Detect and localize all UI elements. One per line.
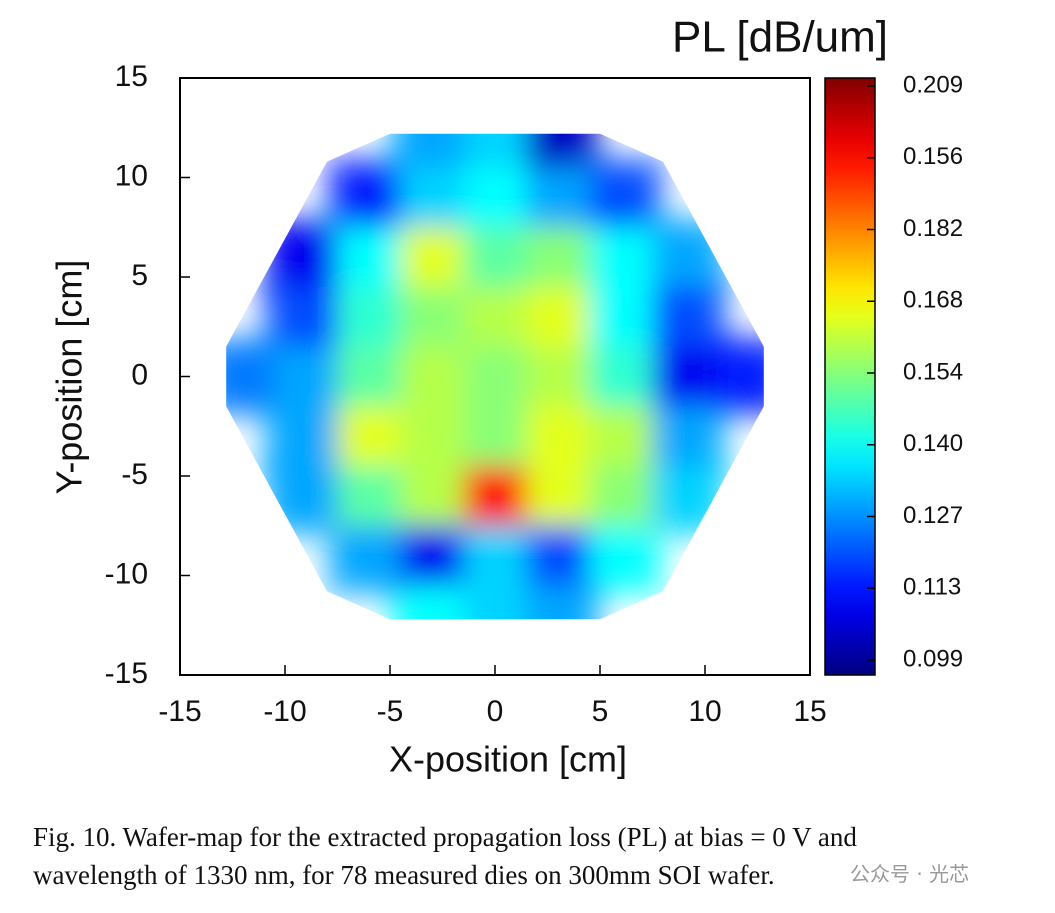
heat-cell (526, 466, 590, 526)
heat-cell (274, 286, 338, 347)
heat-cell (337, 525, 401, 586)
y-axis-label: Y-position [cm] (49, 260, 90, 495)
watermark: 公众号 · 光芯 (850, 862, 970, 886)
heat-cell (337, 227, 401, 287)
y-tick-label: 5 (131, 259, 148, 292)
heat-cell (337, 406, 401, 467)
x-tick-label: 5 (592, 695, 609, 728)
x-tick-label: 10 (688, 695, 721, 728)
heat-cell (400, 525, 464, 586)
caption-line: wavelength of 1330 nm, for 78 measured d… (33, 860, 775, 890)
heat-cell (526, 525, 590, 586)
colorbar-title: PL [dB/um] (672, 13, 888, 62)
heat-cell (400, 406, 464, 467)
heat-cell (400, 167, 464, 228)
heat-cell (463, 286, 527, 347)
heat-cell (652, 406, 716, 467)
x-tick-label: 0 (487, 695, 504, 728)
heat-cell (400, 133, 464, 168)
heat-cell (589, 346, 653, 407)
colorbar-tick-label: 0.099 (903, 645, 963, 672)
heat-cell (589, 167, 653, 228)
y-tick-label: 0 (131, 358, 148, 391)
heat-cell (463, 585, 527, 620)
heat-cell (226, 346, 275, 407)
heat-cell (526, 585, 590, 620)
heat-cell (589, 466, 653, 526)
x-tick-label: -15 (158, 695, 201, 728)
heat-cell (400, 227, 464, 287)
heat-cell (652, 286, 716, 347)
x-tick-label: 15 (793, 695, 826, 728)
heat-cell (400, 585, 464, 620)
heat-cell (652, 227, 716, 287)
colorbar (824, 77, 876, 676)
colorbar-tick-label: 0.113 (903, 574, 961, 601)
x-axis-label: X-position [cm] (389, 739, 627, 780)
colorbar-tick-label: 0.140 (903, 430, 963, 457)
heat-cell (715, 346, 764, 407)
heat-cell (337, 346, 401, 407)
heat-cell (526, 133, 590, 168)
y-tick-label: 10 (115, 159, 148, 192)
heat-cell (652, 346, 716, 407)
heat-cell (463, 525, 527, 586)
caption-line: Fig. 10. Wafer-map for the extracted pro… (33, 822, 857, 852)
y-tick-label: -5 (121, 458, 148, 491)
heat-cell (526, 346, 590, 407)
heat-cell (589, 286, 653, 347)
colorbar-tick-label: 0.182 (903, 215, 963, 242)
colorbar-tick-label: 0.127 (903, 502, 963, 529)
heat-cell (589, 406, 653, 467)
heat-cell (337, 286, 401, 347)
heat-cell (463, 133, 527, 168)
heat-cell (463, 466, 527, 526)
heat-cell (463, 167, 527, 228)
heat-cell (400, 466, 464, 526)
heat-cell (274, 346, 338, 407)
heat-cell (400, 286, 464, 347)
colorbar-tick-label: 0.156 (903, 143, 963, 170)
y-tick-label: 15 (115, 60, 148, 93)
heat-cell (274, 406, 338, 467)
heat-cell (589, 227, 653, 287)
heat-cell (274, 466, 338, 526)
y-tick-label: -10 (105, 557, 148, 590)
colorbar-tick-label: 0.168 (903, 287, 963, 314)
heat-cell (589, 525, 653, 586)
heat-cell (526, 406, 590, 467)
x-tick-label: -5 (377, 695, 404, 728)
heat-cell (463, 406, 527, 467)
heat-cell (526, 167, 590, 228)
colorbar-tick-label: 0.154 (903, 358, 963, 385)
heat-cell (463, 227, 527, 287)
heat-cell (652, 466, 716, 526)
heat-cell (274, 227, 338, 287)
heat-cell (526, 286, 590, 347)
heat-cell (337, 167, 401, 228)
heat-cell (463, 346, 527, 407)
y-tick-label: -15 (105, 657, 148, 690)
colorbar-tick-label: 0.209 (903, 71, 963, 98)
heat-cell (526, 227, 590, 287)
heat-cell (337, 466, 401, 526)
heat-cell (400, 346, 464, 407)
x-tick-label: -10 (263, 695, 306, 728)
